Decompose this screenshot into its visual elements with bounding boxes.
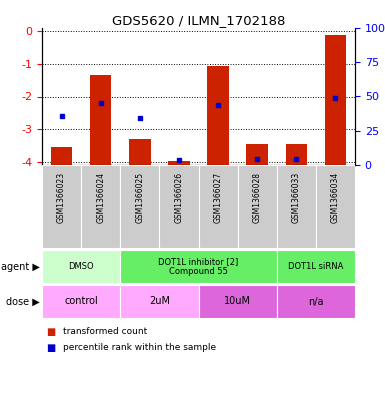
Text: n/a: n/a [308,296,324,307]
Bar [277,250,355,283]
Text: DOT1L siRNA: DOT1L siRNA [288,262,343,271]
Text: GSM1366024: GSM1366024 [96,172,105,223]
Bar [207,66,229,165]
Bar [286,144,307,165]
Text: 10uM: 10uM [224,296,251,307]
Text: GSM1366026: GSM1366026 [174,172,183,223]
Bar [316,165,355,248]
Text: DMSO: DMSO [68,262,94,271]
Bar [120,165,159,248]
Text: transformed count: transformed count [63,327,147,336]
Title: GDS5620 / ILMN_1702188: GDS5620 / ILMN_1702188 [112,14,285,27]
Bar [238,165,277,248]
Bar [246,144,268,165]
Bar [199,285,277,318]
Bar [120,250,277,283]
Bar [42,285,120,318]
Text: 2uM: 2uM [149,296,170,307]
Text: ■: ■ [46,327,55,337]
Text: GSM1366028: GSM1366028 [253,172,262,223]
Text: ■: ■ [46,343,55,353]
Bar [325,35,346,165]
Bar [199,165,238,248]
Bar [120,285,199,318]
Text: GSM1366034: GSM1366034 [331,172,340,223]
Text: control: control [64,296,98,307]
Bar [168,161,190,165]
Text: GSM1366023: GSM1366023 [57,172,66,223]
Bar [129,139,151,165]
Bar [90,75,111,165]
Text: GSM1366027: GSM1366027 [214,172,223,223]
Text: GSM1366033: GSM1366033 [292,172,301,223]
Bar [42,250,120,283]
Text: DOT1L inhibitor [2]
Compound 55: DOT1L inhibitor [2] Compound 55 [158,257,239,276]
Bar [277,165,316,248]
Text: dose ▶: dose ▶ [6,296,40,307]
Bar [159,165,199,248]
Bar [81,165,120,248]
Bar [51,147,72,165]
Text: percentile rank within the sample: percentile rank within the sample [63,343,216,352]
Text: GSM1366025: GSM1366025 [135,172,144,223]
Bar [277,285,355,318]
Bar [42,165,81,248]
Text: agent ▶: agent ▶ [1,261,40,272]
